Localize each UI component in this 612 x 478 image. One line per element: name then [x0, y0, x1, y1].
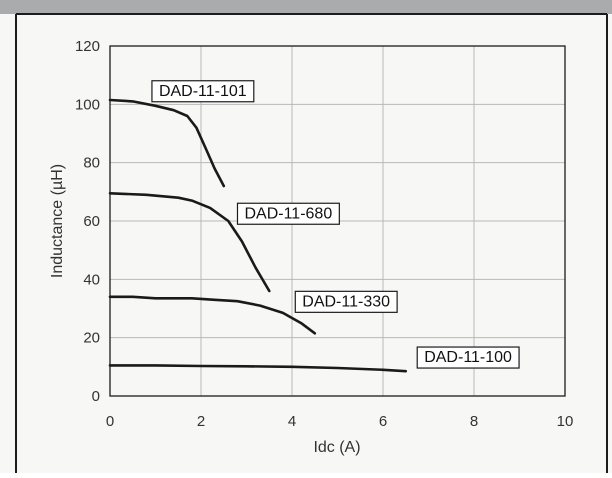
series-label-dad-11-680: DAD-11-680	[236, 202, 340, 225]
y-axis-label: Inductance (µH)	[49, 164, 66, 278]
series-line-dad-11-100	[108, 364, 408, 373]
x-tick-label: 4	[288, 413, 296, 430]
x-tick-label: 2	[197, 413, 205, 430]
series-label-box	[416, 346, 520, 369]
series-label-box	[294, 290, 398, 313]
y-tick-label: 60	[83, 213, 100, 230]
y-tick-label: 20	[83, 330, 100, 347]
series-line-dad-11-680	[108, 192, 271, 293]
series-label-dad-11-100: DAD-11-100	[416, 346, 520, 369]
series-label-text: DAD-11-101	[159, 83, 247, 100]
y-tick-label: 80	[83, 155, 100, 172]
series-label-text: DAD-11-680	[244, 205, 332, 222]
x-tick-label: 6	[379, 413, 387, 430]
y-tick-label: 120	[75, 38, 100, 55]
x-tick-label: 0	[106, 413, 114, 430]
y-tick-label: 40	[83, 271, 100, 288]
series-label-text: DAD-11-330	[302, 293, 390, 310]
series-curves	[108, 98, 408, 373]
top-band	[0, 0, 612, 14]
y-tick-label: 100	[75, 96, 100, 113]
x-tick-label: 8	[470, 413, 478, 430]
series-label-dad-11-101: DAD-11-101	[151, 80, 255, 103]
series-label-box	[151, 80, 255, 103]
series-callouts: DAD-11-101 DAD-11-680 DAD-11-330 DAD-11-100	[151, 80, 520, 369]
series-label-text: DAD-11-100	[424, 349, 512, 366]
x-tick-labels: 0 2 4 6 8 10	[106, 413, 574, 430]
x-tick-label: 10	[557, 413, 574, 430]
y-tick-labels: 0 20 40 60 80 100 120	[75, 38, 100, 405]
series-line-dad-11-101	[108, 98, 226, 188]
series-line-dad-11-330	[108, 295, 317, 335]
plot-frame	[109, 45, 566, 397]
series-label-dad-11-330: DAD-11-330	[294, 290, 398, 313]
x-axis-label: Idc (A)	[313, 439, 360, 456]
y-tick-label: 0	[92, 388, 100, 405]
series-label-box	[236, 202, 340, 225]
